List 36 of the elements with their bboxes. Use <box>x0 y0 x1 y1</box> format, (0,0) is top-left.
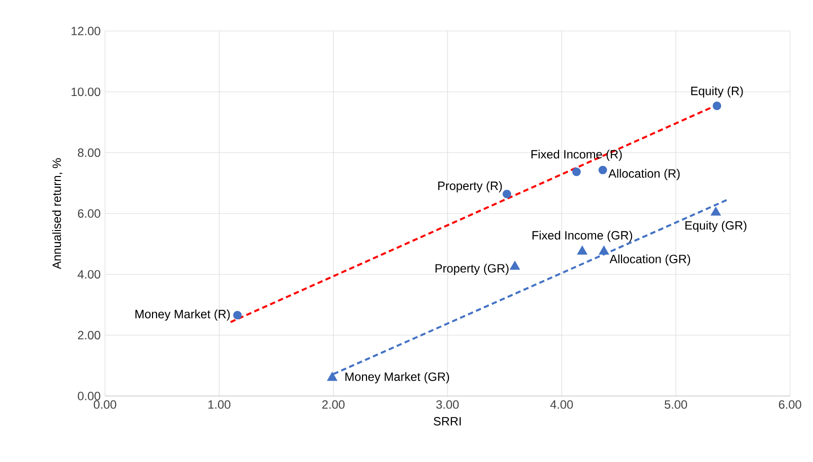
point <box>502 190 512 198</box>
y-tick-label: 6.00 <box>78 209 100 218</box>
annotation: Property (R) <box>438 181 502 192</box>
point <box>510 260 520 270</box>
annotation: Property (GR) <box>436 264 509 275</box>
point <box>712 102 722 110</box>
x-tick-label: 3.00 <box>436 400 459 409</box>
annotation: Equity (GR) <box>685 220 746 232</box>
x-axis-title: SRRI <box>434 417 461 426</box>
point <box>598 166 608 174</box>
x-tick-label: 4.00 <box>550 400 573 409</box>
point <box>327 372 338 381</box>
y-tick-label: 8.00 <box>78 148 100 157</box>
y-tick-label: 10.00 <box>72 88 100 96</box>
x-tick-label: 2.00 <box>322 400 345 409</box>
x-tick-label: 6.00 <box>778 400 802 409</box>
point <box>572 168 581 176</box>
point <box>577 246 588 255</box>
point <box>710 206 721 216</box>
point <box>598 246 610 255</box>
annotation: Equity (R) <box>691 86 743 98</box>
annotation: Money Market (R) <box>135 309 230 321</box>
annotation: Money Market (GR) <box>345 372 450 384</box>
annotation: Allocation (R) <box>608 168 680 180</box>
y-axis-title: Annualised return, % <box>52 158 62 270</box>
x-tick-label: 0.00 <box>94 400 116 409</box>
point <box>233 310 242 320</box>
x-tick-label: 5.00 <box>664 400 688 409</box>
y-tick-label: 2.00 <box>78 330 100 340</box>
annotation: Allocation (GR) <box>610 254 690 266</box>
annotation: Fixed Income (GR) <box>532 230 632 242</box>
y-tick-label: 0.00 <box>78 392 100 400</box>
y-tick-label: 4.00 <box>78 270 100 279</box>
x-tick-label: 1.00 <box>208 400 230 409</box>
y-tick-label: 12.00 <box>72 26 100 36</box>
annotation: Fixed Income (R) <box>531 150 622 161</box>
